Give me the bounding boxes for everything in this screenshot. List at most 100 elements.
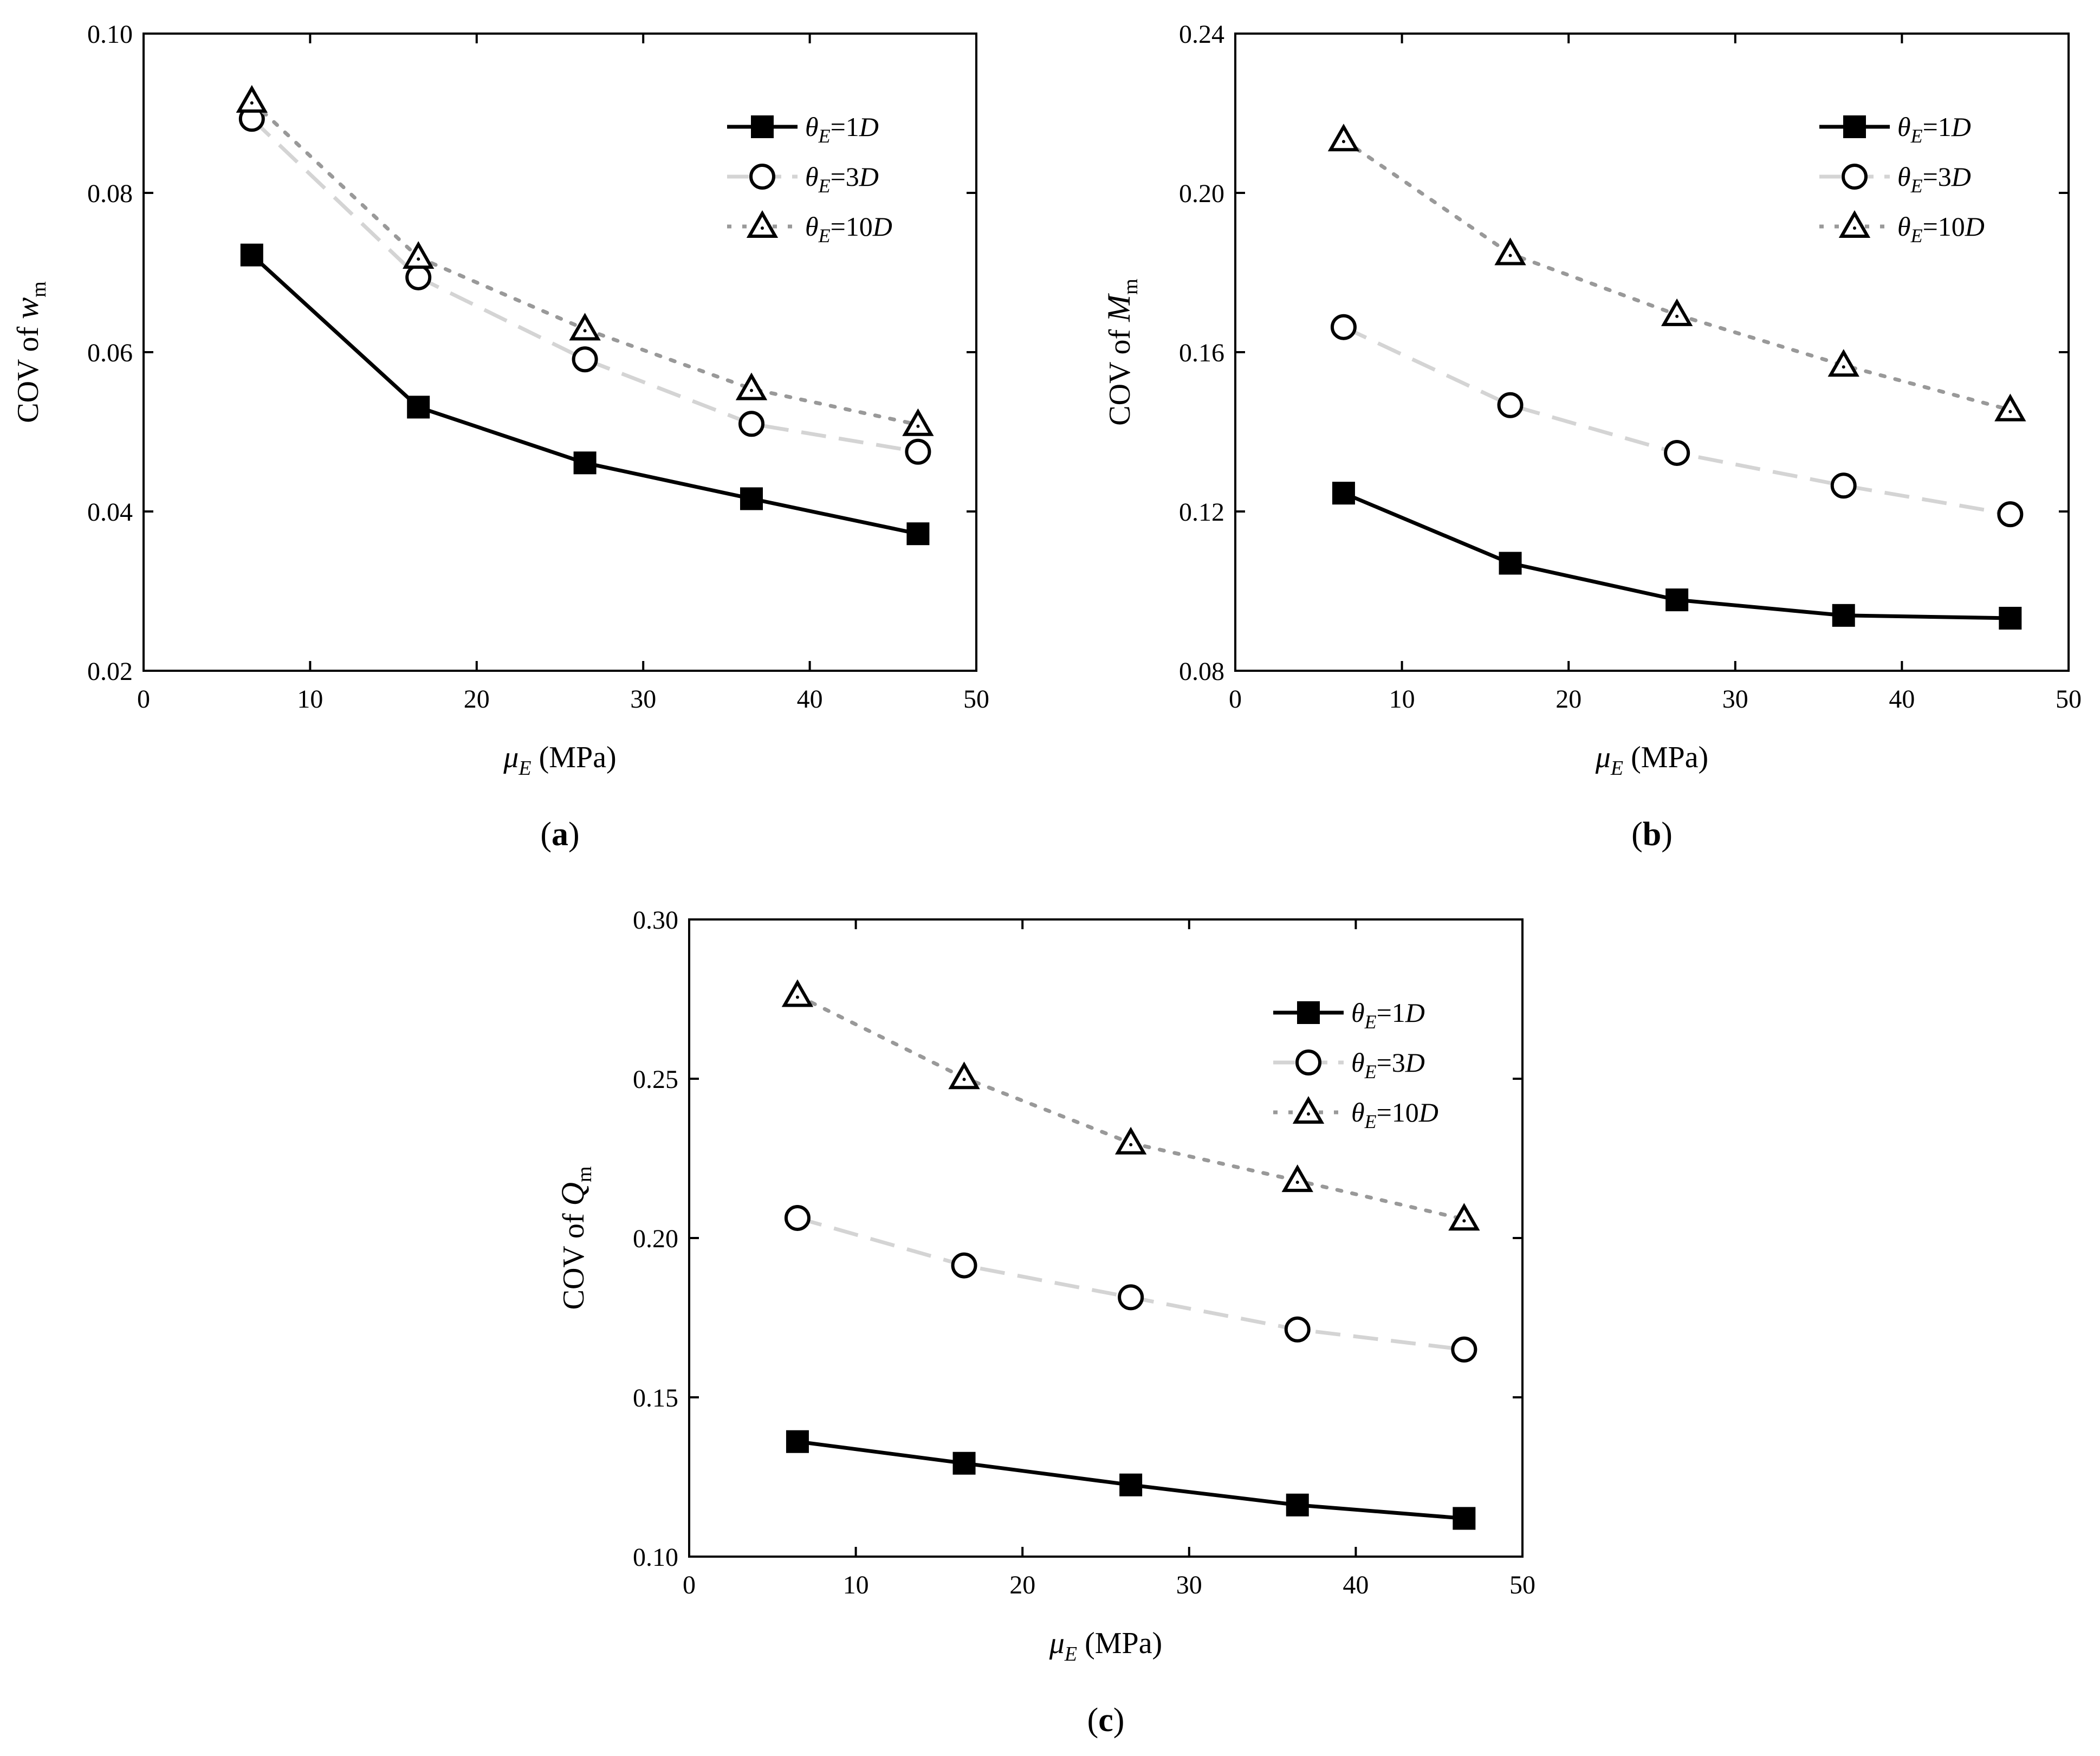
- x-axis-title: μE (MPa): [1049, 1627, 1162, 1666]
- data-point: [1330, 314, 1357, 340]
- y-tick-label: 0.25: [633, 1065, 678, 1094]
- series-line: [250, 254, 919, 536]
- y-axis-title: COV of Mm: [1101, 278, 1142, 425]
- data-point: [236, 85, 268, 113]
- legend-marker: [1838, 210, 1871, 238]
- chart-panel-b: 0 10 20 30 40 50 0.08 0.12 0.16 0.20 0.24 μE (MPa) C…: [1101, 20, 2082, 853]
- x-tick-label: 10: [1389, 685, 1415, 714]
- data-point: [1453, 1507, 1476, 1530]
- data-point: [403, 241, 435, 269]
- x-tick-label: 20: [1555, 685, 1582, 714]
- data-point: [952, 1452, 976, 1475]
- legend: θE=1D θE=3D θE=10D: [1819, 112, 1985, 247]
- data-point: [905, 438, 931, 465]
- x-tick-label: 30: [1722, 685, 1748, 714]
- y-tick-label: 0.10: [633, 1543, 678, 1572]
- legend-marker: [1842, 164, 1868, 190]
- series-3: [781, 979, 1480, 1231]
- x-tick-label: 20: [464, 685, 490, 714]
- data-point: [1286, 1493, 1309, 1517]
- data-point: [1451, 1336, 1477, 1363]
- data-point: [572, 346, 598, 373]
- data-point: [1494, 237, 1526, 265]
- data-point: [740, 487, 763, 510]
- series-3: [1327, 124, 2026, 422]
- legend-label: θE=10D: [805, 211, 892, 247]
- data-point: [1119, 1473, 1143, 1496]
- x-tick-label: 30: [630, 685, 656, 714]
- data-point: [1827, 349, 1859, 377]
- data-point: [1664, 439, 1690, 466]
- y-tick-label: 0.02: [87, 657, 133, 686]
- data-point: [1830, 472, 1857, 499]
- legend-marker: [746, 210, 779, 238]
- data-point: [569, 313, 601, 341]
- y-tick-label: 0.15: [633, 1384, 678, 1412]
- data-point: [1999, 606, 2022, 630]
- x-tick-label: 40: [1343, 1571, 1369, 1599]
- series-2: [238, 106, 931, 465]
- y-tick-label: 0.08: [87, 179, 133, 208]
- data-point: [784, 1204, 811, 1231]
- legend-marker: [1297, 1001, 1320, 1024]
- series-2: [1330, 314, 2024, 528]
- chart-panel-a: 0 10 20 30 40 50 0.02 0.04 0.06 0.08 0.10 μE (MPa) C…: [9, 20, 989, 853]
- legend-label: θE=1D: [805, 112, 879, 147]
- panel-label: (c): [1087, 1702, 1125, 1739]
- y-tick-label: 0.04: [87, 498, 133, 527]
- data-point: [1114, 1126, 1147, 1155]
- data-point: [1332, 482, 1355, 505]
- legend-marker: [751, 115, 774, 138]
- data-point: [1118, 1284, 1144, 1311]
- data-point: [1997, 501, 2024, 528]
- legend-label: θE=10D: [1897, 211, 1985, 247]
- x-tick-label: 30: [1176, 1571, 1202, 1599]
- data-point: [1665, 588, 1689, 612]
- series-line: [250, 99, 920, 427]
- data-point: [948, 1061, 980, 1090]
- data-point: [902, 408, 934, 436]
- y-tick-label: 0.06: [87, 339, 133, 367]
- series-1: [786, 1430, 1476, 1530]
- data-point: [1994, 393, 2026, 422]
- legend-label: θE=10D: [1351, 1097, 1438, 1132]
- series-1: [240, 243, 930, 546]
- legend-label: θE=1D: [1351, 997, 1425, 1033]
- data-point: [573, 451, 597, 475]
- series-line: [1343, 325, 2011, 516]
- x-tick-label: 0: [137, 685, 150, 714]
- chart-panel-c: 0 10 20 30 40 50 0.10 0.15 0.20 0.25 0.30 μE (MPa) C…: [555, 906, 1535, 1739]
- y-tick-label: 0.16: [1179, 339, 1224, 367]
- x-tick-label: 20: [1009, 1571, 1035, 1599]
- x-tick-label: 50: [1509, 1571, 1535, 1599]
- x-tick-label: 50: [2056, 685, 2082, 714]
- data-point: [1284, 1316, 1311, 1343]
- x-tick-label: 0: [1229, 685, 1242, 714]
- series-line: [796, 1216, 1464, 1352]
- legend-label: θE=3D: [1897, 161, 1971, 197]
- data-point: [781, 979, 814, 1007]
- data-point: [240, 243, 263, 267]
- data-point: [951, 1252, 977, 1279]
- data-point: [735, 372, 768, 400]
- data-point: [1281, 1164, 1313, 1193]
- data-point: [906, 522, 930, 546]
- series-1: [1332, 482, 2022, 630]
- x-tick-label: 40: [797, 685, 823, 714]
- x-tick-label: 10: [297, 685, 323, 714]
- y-tick-label: 0.30: [633, 906, 678, 935]
- data-point: [407, 396, 430, 419]
- data-point: [738, 411, 765, 437]
- y-tick-label: 0.08: [1179, 657, 1224, 686]
- legend: θE=1D θE=3D θE=10D: [1273, 997, 1438, 1132]
- legend: θE=1D θE=3D θE=10D: [727, 112, 892, 247]
- x-axis-title: μE (MPa): [503, 741, 616, 780]
- y-tick-label: 0.10: [87, 20, 133, 49]
- x-tick-label: 40: [1889, 685, 1915, 714]
- y-tick-label: 0.20: [1179, 179, 1224, 208]
- panel-label: (b): [1631, 816, 1673, 853]
- data-point: [1448, 1203, 1480, 1231]
- legend-marker: [749, 164, 775, 190]
- series-3: [236, 85, 934, 436]
